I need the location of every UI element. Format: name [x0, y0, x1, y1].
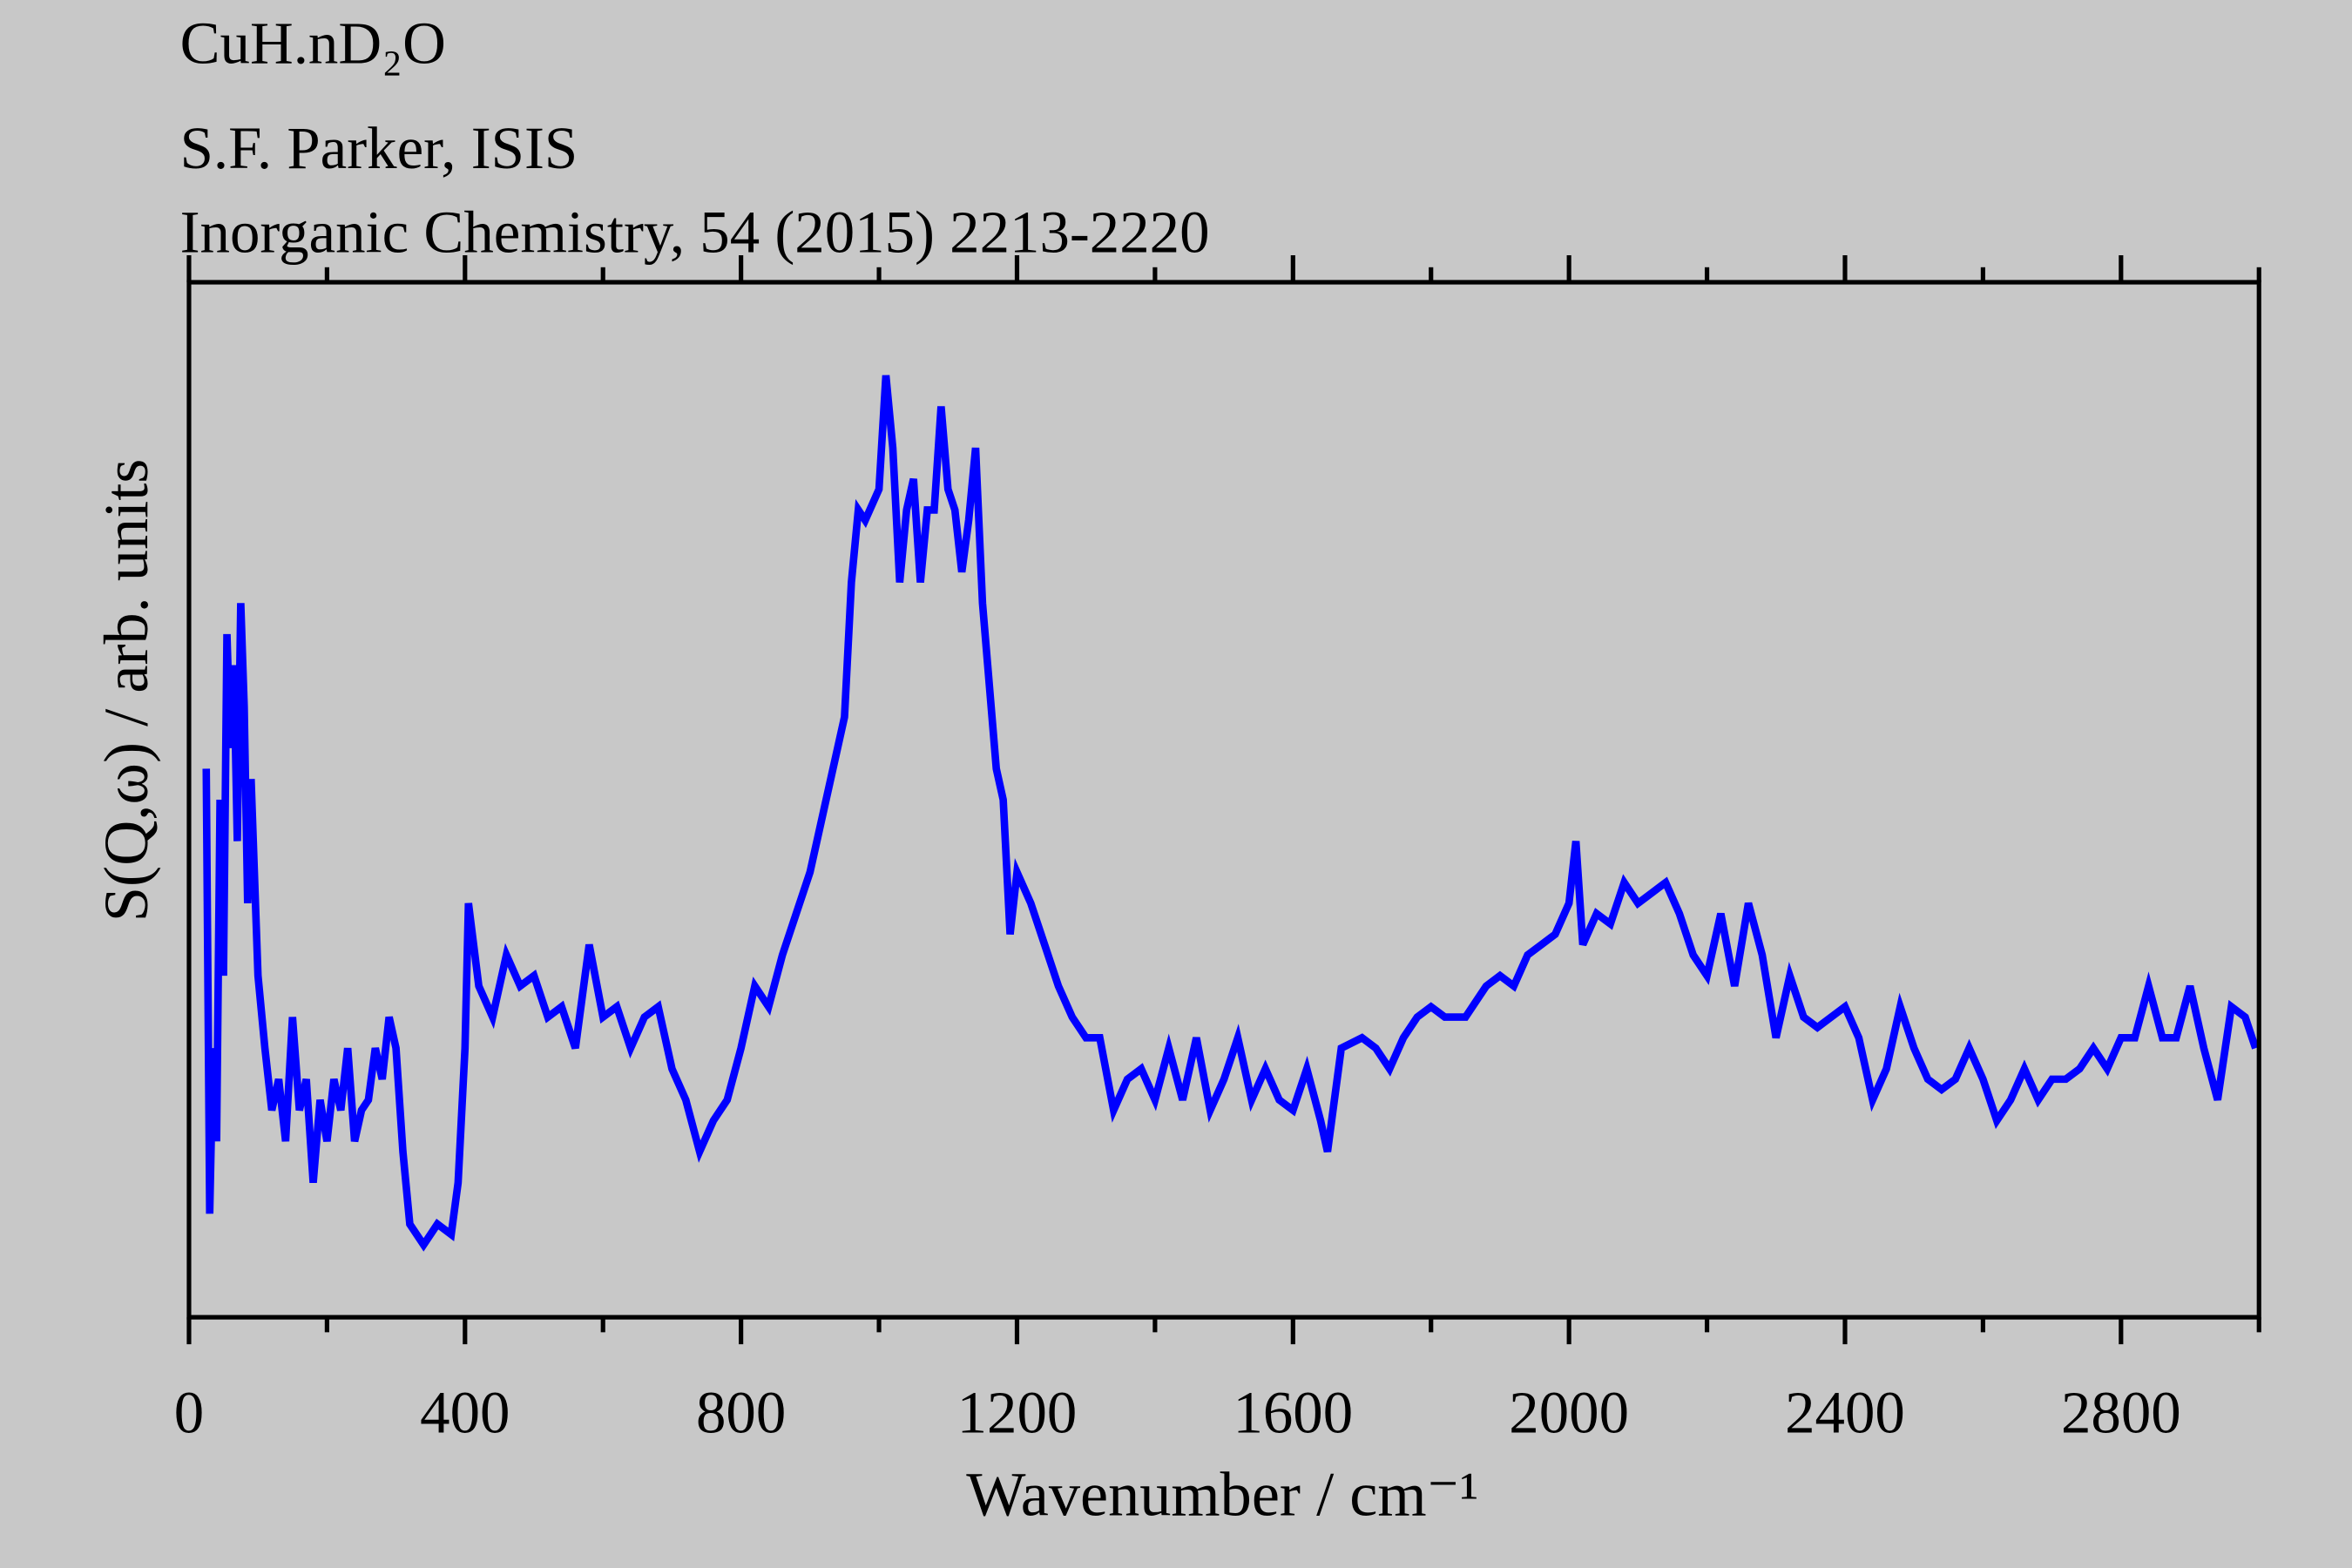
spectrum-line	[202, 375, 2260, 1252]
x-tick-label: 2400	[1785, 1380, 1905, 1446]
x-tick-label: 1200	[957, 1380, 1078, 1446]
x-tick-label: 800	[696, 1380, 786, 1446]
x-axis-label: Wavenumber / cm⁻¹	[966, 1459, 1478, 1529]
x-tick-label: 0	[174, 1380, 204, 1446]
x-tick-label: 2800	[2061, 1380, 2181, 1446]
y-axis-label: S(Q,ω) / arb. units	[91, 459, 161, 923]
chart-subtitle: S.F. Parker, ISIS	[180, 115, 578, 181]
chart-title: CuH.nD₂O	[180, 10, 446, 77]
plot-frame	[186, 280, 2261, 1320]
x-tick-label: 2000	[1509, 1380, 1629, 1446]
x-tick-label: 1600	[1233, 1380, 1353, 1446]
x-tick-label: 400	[420, 1380, 510, 1446]
chart-reference: Inorganic Chemistry, 54 (2015) 2213-2220	[180, 199, 1210, 266]
